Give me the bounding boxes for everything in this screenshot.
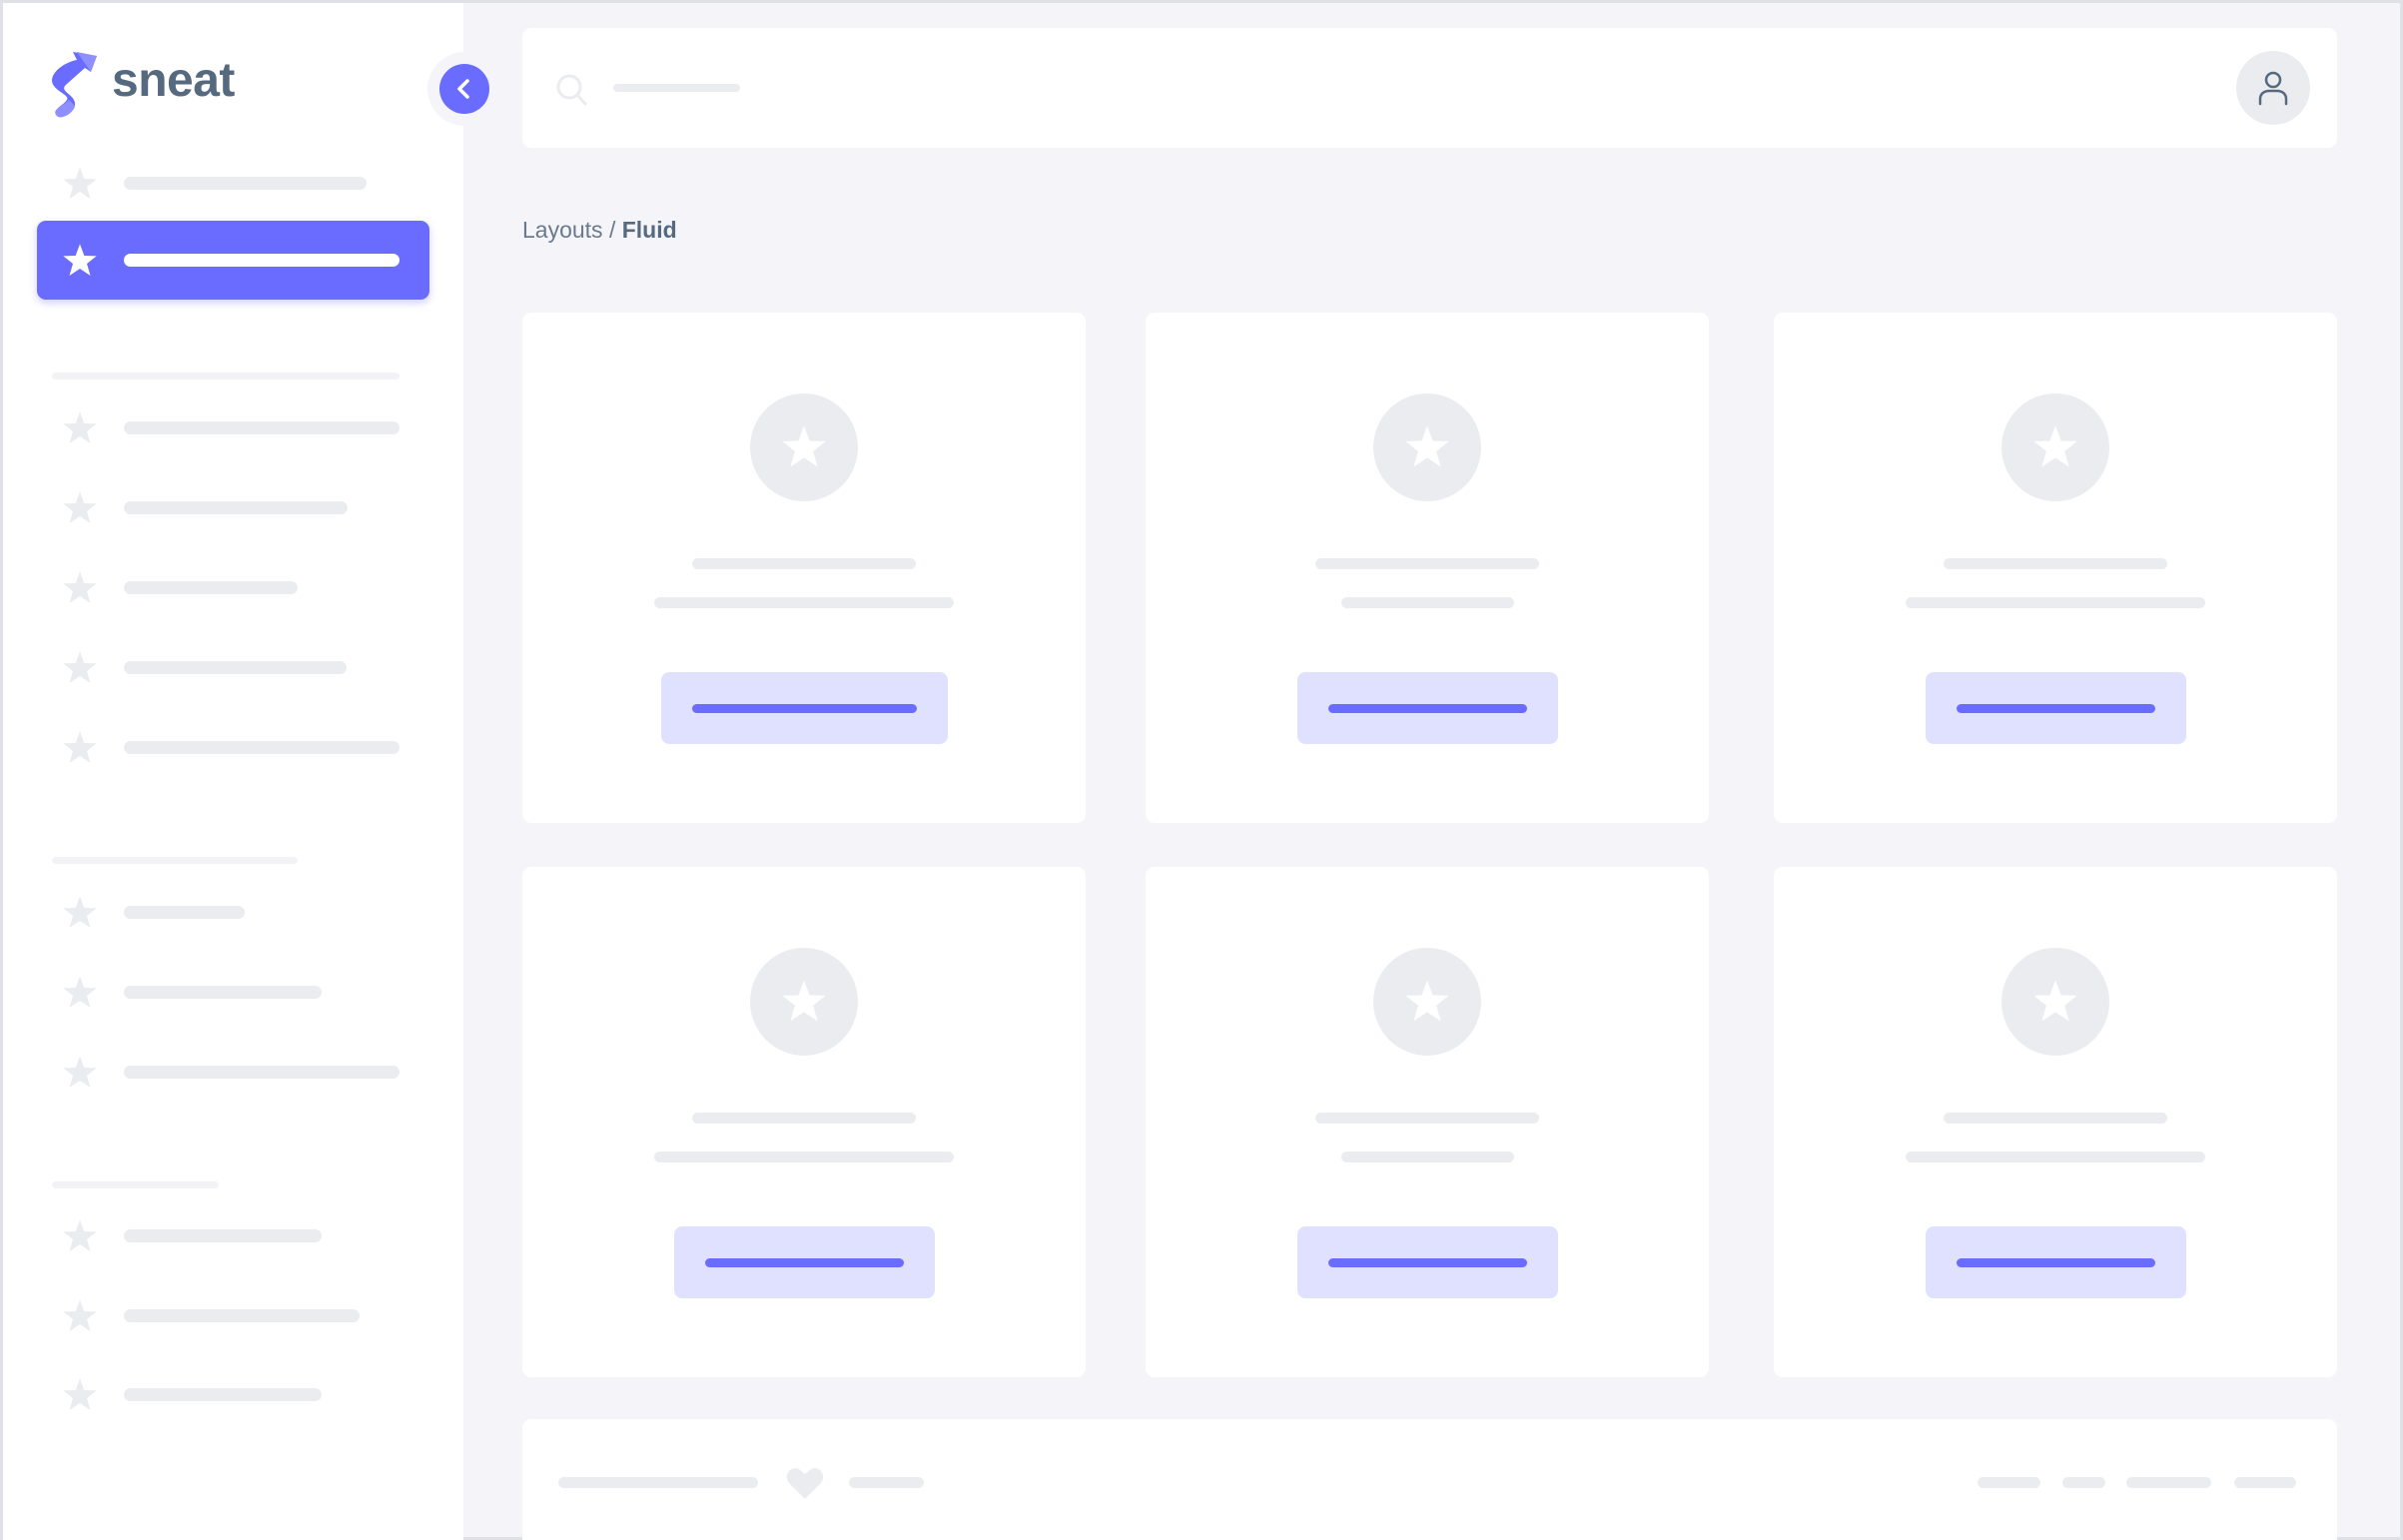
- search-input[interactable]: [613, 84, 740, 92]
- card-subtitle: [1906, 1152, 2205, 1162]
- card-button[interactable]: [660, 672, 948, 744]
- card: [1146, 313, 1709, 823]
- sidebar-section-header: [52, 857, 298, 864]
- sidebar-item[interactable]: [124, 661, 347, 674]
- card: [1146, 867, 1709, 1377]
- star-icon: [63, 976, 97, 1008]
- breadcrumb-current: Fluid: [621, 217, 677, 243]
- footer-link[interactable]: [849, 1477, 924, 1488]
- sidebar-item[interactable]: [124, 1229, 322, 1242]
- card-button[interactable]: [673, 1226, 935, 1298]
- card: [1774, 867, 2337, 1377]
- footer: [522, 1419, 2337, 1540]
- footer-link[interactable]: [2062, 1477, 2105, 1488]
- card: [522, 867, 1086, 1377]
- sidebar-section-header: [52, 373, 400, 380]
- card-title: [1944, 558, 2167, 569]
- sidebar-item[interactable]: [124, 741, 400, 754]
- card-button[interactable]: [1925, 672, 2186, 744]
- chevron-left-icon: [457, 79, 469, 99]
- user-icon: [2258, 71, 2288, 106]
- star-icon: [782, 980, 826, 1022]
- card-button[interactable]: [1296, 1226, 1558, 1298]
- sidebar-section-header: [52, 1181, 219, 1188]
- breadcrumb-separator: /: [602, 217, 622, 243]
- star-icon: [63, 896, 97, 928]
- avatar-button[interactable]: [2236, 51, 2310, 125]
- breadcrumb: Layouts / Fluid: [522, 217, 677, 244]
- card-title: [692, 1113, 916, 1124]
- star-icon: [63, 1299, 97, 1331]
- sidebar-item[interactable]: [124, 581, 298, 594]
- card-subtitle: [1906, 597, 2205, 608]
- star-icon: [63, 491, 97, 523]
- card-title: [1315, 1113, 1539, 1124]
- sidebar-item[interactable]: [124, 177, 367, 190]
- sidebar-item[interactable]: [124, 1066, 400, 1079]
- card-subtitle: [654, 597, 954, 608]
- card-subtitle: [1340, 1152, 1514, 1162]
- star-icon: [63, 651, 97, 683]
- star-icon: [63, 1056, 97, 1088]
- card-button[interactable]: [1925, 1226, 2186, 1298]
- card-title: [1944, 1113, 2167, 1124]
- sidebar: sneat: [3, 3, 463, 1540]
- sidebar-item[interactable]: [124, 501, 348, 514]
- footer-link[interactable]: [2234, 1477, 2296, 1488]
- card-title: [692, 558, 916, 569]
- sidebar-item[interactable]: [124, 906, 245, 919]
- footer-text: [558, 1477, 758, 1488]
- footer-link[interactable]: [1978, 1477, 2040, 1488]
- star-icon: [63, 244, 97, 276]
- sidebar-item[interactable]: [124, 1388, 322, 1401]
- star-icon: [2033, 980, 2077, 1022]
- card-avatar: [750, 393, 858, 501]
- star-icon: [63, 167, 97, 199]
- search-icon[interactable]: [555, 73, 589, 107]
- card-avatar: [1373, 393, 1481, 501]
- star-icon: [63, 411, 97, 443]
- card-subtitle: [1340, 597, 1514, 608]
- star-icon: [2033, 425, 2077, 467]
- collapse-sidebar-button[interactable]: [439, 64, 489, 114]
- sidebar-item[interactable]: [124, 986, 322, 999]
- brand-name[interactable]: sneat: [112, 54, 235, 107]
- card-subtitle: [654, 1152, 954, 1162]
- star-icon: [63, 1219, 97, 1251]
- heart-icon: [786, 1468, 824, 1499]
- card-button[interactable]: [1296, 672, 1558, 744]
- card-title: [1315, 558, 1539, 569]
- star-icon: [1405, 980, 1449, 1022]
- star-icon: [63, 1378, 97, 1410]
- sidebar-item[interactable]: [124, 1309, 360, 1322]
- star-icon: [782, 425, 826, 467]
- top-navbar: [522, 28, 2337, 148]
- card: [1774, 313, 2337, 823]
- card-avatar: [750, 948, 858, 1056]
- card-avatar: [1373, 948, 1481, 1056]
- star-icon: [63, 731, 97, 763]
- breadcrumb-parent[interactable]: Layouts: [522, 217, 603, 243]
- star-icon: [63, 571, 97, 603]
- sneat-logo-icon[interactable]: [47, 50, 101, 122]
- sidebar-item[interactable]: [124, 421, 400, 434]
- star-icon: [1405, 425, 1449, 467]
- card-avatar: [2002, 948, 2109, 1056]
- card: [522, 313, 1086, 823]
- card-avatar: [2002, 393, 2109, 501]
- footer-link[interactable]: [2126, 1477, 2211, 1488]
- sidebar-item[interactable]: [124, 254, 400, 267]
